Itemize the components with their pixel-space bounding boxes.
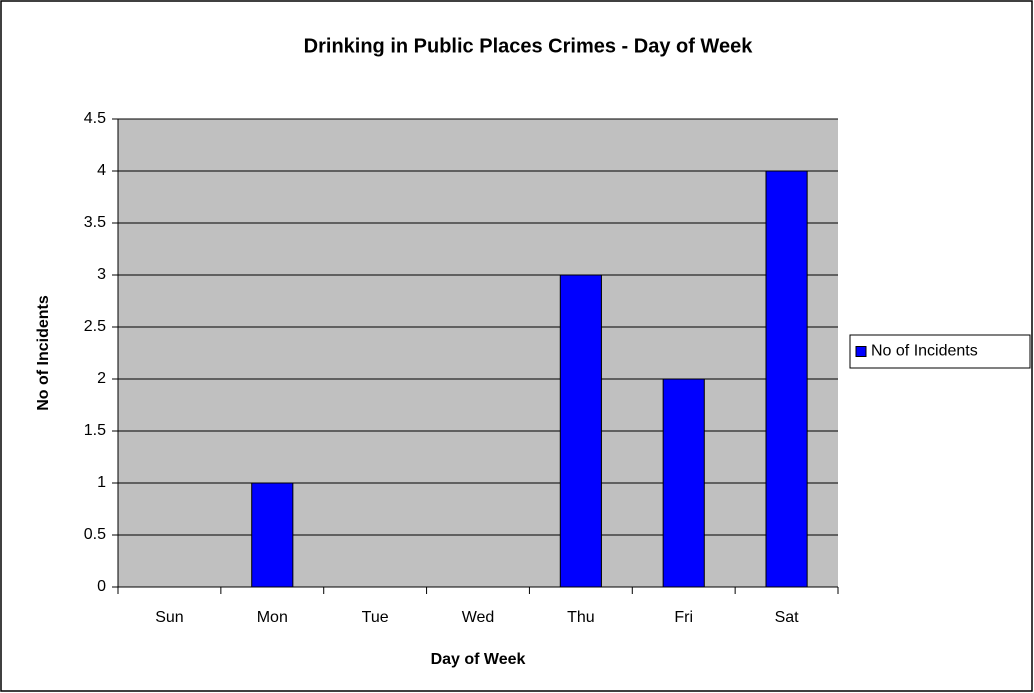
bar	[559, 274, 602, 588]
legend-label: No of Incidents	[871, 343, 978, 360]
bar	[662, 378, 705, 588]
x-tick-label: Sun	[155, 609, 183, 626]
y-tick-label: 0	[97, 578, 106, 595]
x-tick-label: Thu	[567, 609, 595, 626]
x-tick-label: Mon	[257, 609, 288, 626]
chart-title: Drinking in Public Places Crimes - Day o…	[304, 35, 754, 57]
y-tick-label: 3	[97, 266, 106, 283]
y-tick-label: 3.5	[84, 214, 106, 231]
y-tick-label: 2.5	[84, 318, 106, 335]
x-tick-label: Tue	[362, 609, 389, 626]
y-tick-label: 2	[97, 370, 106, 387]
bar	[765, 170, 808, 588]
y-tick-label: 1.5	[84, 422, 106, 439]
y-axis-title: No of Incidents	[35, 295, 52, 411]
x-tick-label: Fri	[674, 609, 693, 626]
legend-swatch	[855, 346, 867, 357]
x-axis-title: Day of Week	[431, 651, 526, 668]
bar	[251, 482, 294, 588]
x-tick-label: Sat	[775, 609, 800, 626]
y-tick-label: 4.5	[84, 110, 106, 127]
y-tick-label: 1	[97, 474, 106, 491]
x-tick-label: Wed	[462, 609, 495, 626]
plot-area	[118, 119, 838, 587]
legend-box	[849, 334, 1031, 369]
y-tick-label: 4	[97, 162, 106, 179]
y-tick-label: 0.5	[84, 526, 106, 543]
